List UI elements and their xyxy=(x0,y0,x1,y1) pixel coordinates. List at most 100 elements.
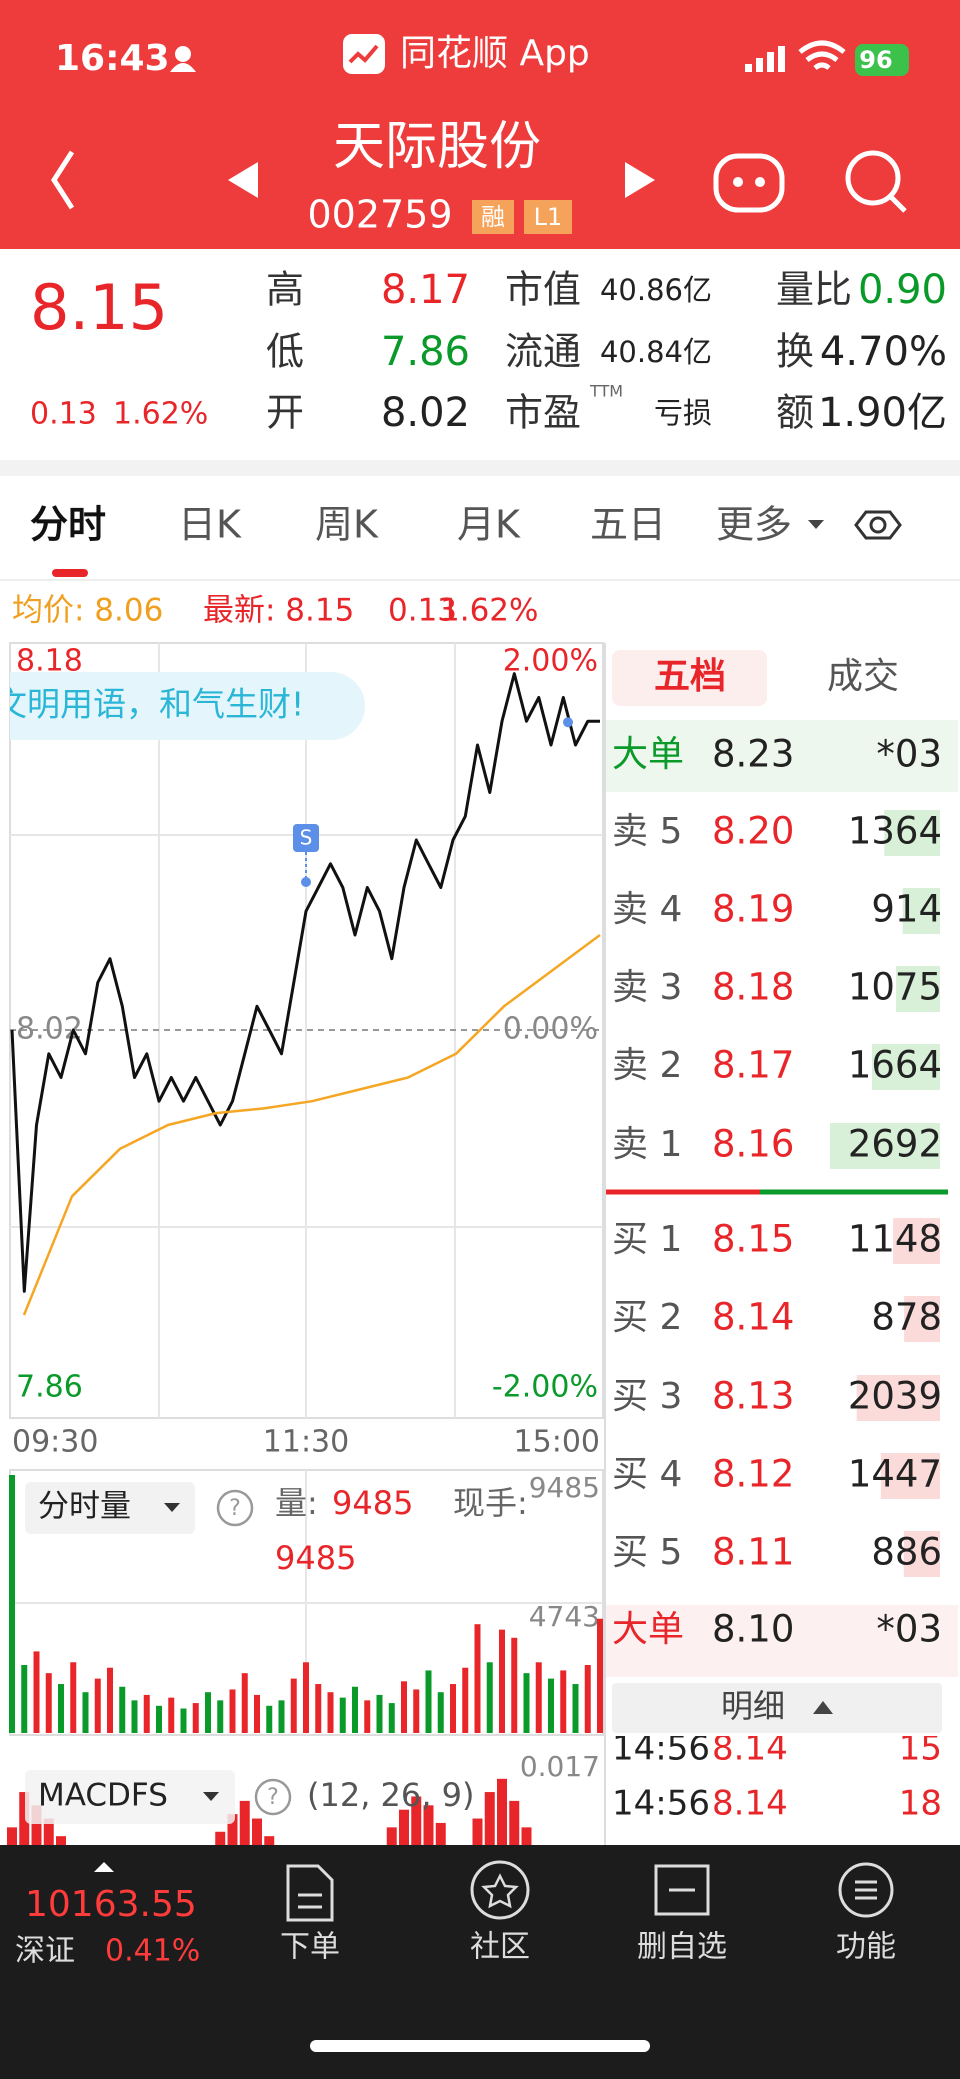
volume-bar xyxy=(401,1681,407,1733)
settings-icon[interactable] xyxy=(854,510,902,540)
stat-value: 8.17 xyxy=(381,267,470,313)
volume-bar xyxy=(107,1667,113,1733)
stat-value: 亏损 xyxy=(654,396,712,430)
row-volume: 2039 xyxy=(848,1375,942,1418)
nav-label[interactable]: 功能 xyxy=(836,1930,896,1965)
row-volume: 1364 xyxy=(848,810,942,853)
volume-bar xyxy=(511,1637,518,1733)
nav-label[interactable]: 下单 xyxy=(280,1930,340,1965)
row-label: 买 3 xyxy=(612,1376,682,1417)
volume-bar xyxy=(425,1670,432,1733)
nav-label[interactable]: 社区 xyxy=(470,1930,530,1965)
row-price: 8.19 xyxy=(712,888,794,931)
trade-volume: 18 xyxy=(899,1784,942,1824)
macd-bar xyxy=(411,1796,422,1845)
stat-value: 8.02 xyxy=(381,390,470,436)
banner: 文明用语，和气生财! xyxy=(0,672,365,740)
expand-arrow[interactable] xyxy=(94,1862,114,1872)
nav-icon xyxy=(855,1880,877,1900)
volume-bar xyxy=(896,966,940,1012)
help-icon[interactable] xyxy=(254,1778,292,1816)
volume-bar xyxy=(388,1703,395,1733)
help-mark: ? xyxy=(267,1785,279,1810)
row-label: 卖 3 xyxy=(612,967,682,1008)
volume-bar xyxy=(572,1684,579,1733)
row-price: 8.16 xyxy=(712,1123,794,1166)
y-pct-label: -2.00% xyxy=(492,1370,598,1405)
next-stock[interactable] xyxy=(625,162,655,198)
macd-bar xyxy=(31,1805,42,1845)
banner-bg xyxy=(10,672,365,740)
volume-bar xyxy=(560,1670,567,1733)
banner-text: 文明用语，和气生财! xyxy=(0,685,304,724)
search-icon[interactable] xyxy=(845,150,901,206)
tab[interactable]: 分时 xyxy=(30,503,106,547)
row-price: 8.11 xyxy=(712,1531,794,1574)
stat-label: 高 xyxy=(266,268,304,312)
latest-price: 最新: 8.15 xyxy=(203,593,354,629)
volume-bar xyxy=(450,1684,456,1733)
macd-bar xyxy=(509,1800,520,1845)
book-tab[interactable]: 成交 xyxy=(827,656,899,697)
macd-params: (12, 26, 9) xyxy=(307,1776,474,1814)
volume-bar xyxy=(33,1651,40,1733)
row-volume: 878 xyxy=(871,1296,942,1339)
volume-bar xyxy=(523,1673,530,1733)
volume-bar xyxy=(437,1692,444,1733)
robot-icon[interactable] xyxy=(713,153,785,213)
volume-bar xyxy=(884,810,940,856)
volume-bar xyxy=(486,1662,493,1733)
help-icon[interactable] xyxy=(216,1489,254,1527)
trades: 14:56 8.14 15 14:56 8.14 18 xyxy=(612,1736,942,1824)
row-price: 8.20 xyxy=(712,810,794,853)
macd-bar xyxy=(386,1827,397,1845)
stat-value: 1.90亿 xyxy=(818,390,947,436)
volume-bar xyxy=(830,1123,940,1169)
macd-chart: 0.017 xyxy=(7,1750,600,1845)
badge-text: L1 xyxy=(534,203,563,231)
prev-stock[interactable] xyxy=(228,162,258,198)
volume-bar xyxy=(82,1692,89,1733)
volume-bar xyxy=(548,1678,554,1733)
volume-bar xyxy=(315,1684,322,1733)
y-pct-label: 0.00% xyxy=(503,1012,598,1047)
ttm-label: TTM xyxy=(589,382,623,401)
wifi-icon xyxy=(798,40,846,70)
volume-bar xyxy=(339,1697,346,1733)
volume-bar xyxy=(364,1700,371,1733)
stock-name: 天际股份 xyxy=(333,117,541,177)
volume-bar xyxy=(535,1662,542,1733)
tab[interactable]: 五日 xyxy=(590,503,666,547)
macd-bar xyxy=(252,1818,262,1845)
volume-title: 分时量 xyxy=(38,1489,131,1525)
volume-bar xyxy=(893,1218,940,1264)
row-label: 买 1 xyxy=(612,1219,682,1260)
latest-pct: 1.62% xyxy=(440,593,538,629)
volume-bar xyxy=(376,1694,383,1733)
tab[interactable]: 月K xyxy=(457,503,521,547)
nav-label[interactable]: 删自选 xyxy=(637,1930,727,1965)
nav: 下单 社区 删自选 功能 xyxy=(280,1860,896,1965)
tab[interactable]: 周K xyxy=(315,503,379,547)
macd-bar xyxy=(399,1809,409,1845)
annotation-label: S xyxy=(300,826,313,850)
volume-bar xyxy=(9,1475,15,1733)
nav-icon xyxy=(481,1873,519,1909)
volume-bar xyxy=(303,1662,309,1733)
macd-selector[interactable] xyxy=(25,1770,235,1824)
volume-bar xyxy=(499,1629,505,1733)
avg-line xyxy=(22,933,601,1316)
book-tab[interactable]: 五档 xyxy=(654,656,726,697)
back-button[interactable] xyxy=(51,150,75,210)
macd-bar xyxy=(497,1778,507,1845)
row-price: 8.14 xyxy=(712,1296,794,1339)
tab[interactable]: 更多 xyxy=(716,503,792,547)
volume-selector[interactable] xyxy=(25,1482,195,1534)
row-volume: 886 xyxy=(871,1531,942,1574)
y-tick-label: 7.86 xyxy=(16,1370,83,1405)
tab[interactable]: 日K xyxy=(178,503,242,547)
detail-bar[interactable] xyxy=(612,1683,942,1733)
stat-label: 流通 xyxy=(505,330,581,374)
tab-indicator xyxy=(52,569,88,577)
